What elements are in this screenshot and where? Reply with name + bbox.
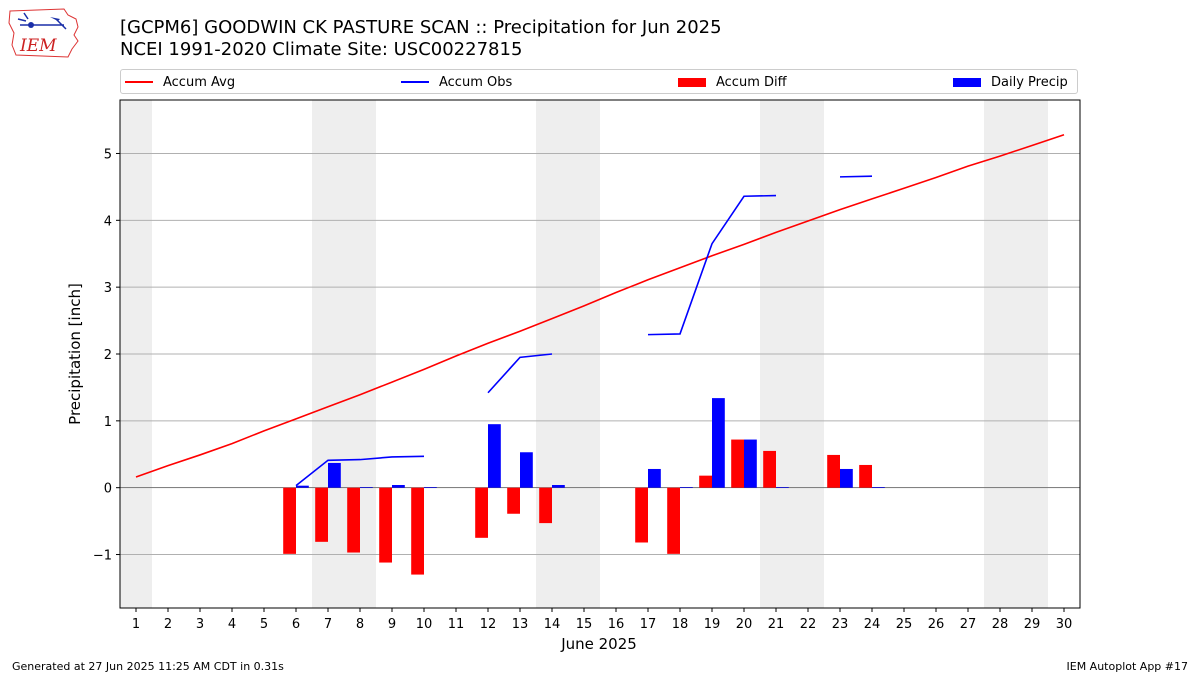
logo-text: IEM	[19, 36, 57, 56]
bars	[283, 398, 885, 575]
x-tick-label-19: 19	[704, 617, 721, 632]
accum-diff-bar-24	[859, 464, 872, 488]
x-tick-label-27: 27	[960, 617, 977, 632]
chart-legend: Accum Avg Accum Obs Accum Diff Daily Pre…	[120, 69, 1078, 94]
legend-label-accum-avg: Accum Avg	[163, 74, 236, 90]
x-tick-label-11: 11	[448, 617, 465, 632]
y-tick-label-5: 5	[104, 147, 112, 162]
x-tick-label-12: 12	[480, 617, 497, 632]
daily-precip-bar-6	[296, 485, 309, 488]
daily-precip-bar-23	[840, 468, 853, 488]
x-tick-label-22: 22	[800, 617, 817, 632]
legend-swatch-accum-obs	[401, 81, 429, 83]
accum-diff-bar-19	[699, 475, 712, 488]
x-axis-label: June 2025	[560, 635, 637, 653]
daily-precip-bar-9	[392, 485, 405, 488]
chart-subtitle: NCEI 1991-2020 Climate Site: USC00227815	[120, 39, 523, 60]
accum-diff-bar-17	[635, 487, 648, 543]
app-label: IEM Autoplot App #17	[1066, 660, 1189, 673]
accum-diff-bar-7	[315, 487, 328, 542]
legend-label-accum-obs: Accum Obs	[439, 74, 513, 90]
iowa-outline-icon	[8, 8, 79, 58]
x-tick-label-26: 26	[928, 617, 945, 632]
accum-diff-bar-13	[507, 487, 520, 514]
accum-obs-line-segment-1	[487, 353, 553, 394]
iem-logo: IEM	[8, 8, 79, 58]
generated-timestamp: Generated at 27 Jun 2025 11:25 AM CDT in…	[12, 660, 284, 673]
x-axis-ticks: 1 2 3 4 5 6 7 8 9 10 11 12 13 14 15 16 17 18 19 20 21 22 23 24 2…	[132, 608, 1072, 632]
legend-swatch-accum-avg	[125, 81, 153, 83]
legend-accum-obs: Accum Obs	[401, 74, 512, 90]
accum-diff-bar-20	[731, 439, 744, 488]
x-tick-label-5: 5	[260, 617, 268, 632]
y-tick-label-4: 4	[104, 214, 112, 229]
daily-precip-bar-18	[680, 487, 693, 488]
daily-precip-bar-24	[872, 487, 885, 488]
x-tick-label-6: 6	[292, 617, 300, 632]
x-tick-label-8: 8	[356, 617, 364, 632]
daily-precip-bar-7	[328, 462, 341, 488]
accum-diff-bar-21	[763, 450, 776, 488]
x-tick-label-15: 15	[576, 617, 593, 632]
y-tick-label-3: 3	[104, 281, 112, 296]
x-tick-label-16: 16	[608, 617, 625, 632]
accum-diff-bar-18	[667, 487, 680, 554]
x-tick-label-21: 21	[768, 617, 785, 632]
legend-accum-avg: Accum Avg	[125, 74, 235, 90]
x-tick-label-29: 29	[1024, 617, 1041, 632]
x-tick-label-28: 28	[992, 617, 1009, 632]
chart-title: [GCPM6] GOODWIN CK PASTURE SCAN :: Preci…	[120, 17, 722, 38]
daily-precip-bar-12	[488, 424, 501, 488]
daily-precip-bar-20	[744, 439, 757, 488]
x-tick-label-7: 7	[324, 617, 332, 632]
daily-precip-bar-14	[552, 485, 565, 488]
x-tick-label-30: 30	[1056, 617, 1073, 632]
daily-precip-bar-10	[424, 487, 437, 488]
x-tick-label-20: 20	[736, 617, 753, 632]
x-tick-label-13: 13	[512, 617, 529, 632]
x-tick-label-4: 4	[228, 617, 236, 632]
accum-diff-bar-12	[475, 487, 488, 538]
lines	[135, 133, 1065, 487]
x-tick-label-17: 17	[640, 617, 657, 632]
legend-daily-precip: Daily Precip	[953, 74, 1068, 90]
legend-label-daily-precip: Daily Precip	[991, 74, 1068, 90]
accum-diff-bar-6	[283, 487, 296, 554]
x-tick-label-10: 10	[416, 617, 433, 632]
x-tick-label-1: 1	[132, 617, 140, 632]
legend-swatch-accum-diff	[678, 77, 706, 87]
accum-diff-bar-9	[379, 487, 392, 563]
daily-precip-bar-8	[360, 487, 373, 488]
x-tick-label-2: 2	[164, 617, 172, 632]
accum-diff-bar-10	[411, 487, 424, 575]
y-tick-label--1: −1	[93, 549, 112, 564]
y-tick-label-1: 1	[104, 415, 112, 430]
daily-precip-bar-21	[776, 487, 789, 488]
y-tick-label-0: 0	[104, 482, 112, 497]
x-tick-label-3: 3	[196, 617, 204, 632]
daily-precip-bar-13	[520, 452, 533, 488]
legend-label-accum-diff: Accum Diff	[716, 74, 787, 90]
x-tick-label-14: 14	[544, 617, 561, 632]
legend-swatch-daily-precip	[953, 77, 981, 87]
daily-precip-bar-19	[712, 398, 725, 488]
y-axis-ticks: −1 0 1 2 3 4 5	[93, 147, 120, 564]
accum-obs-line-segment-2	[647, 194, 777, 336]
accum-diff-bar-8	[347, 487, 360, 553]
x-tick-label-24: 24	[864, 617, 881, 632]
daily-precip-bar-17	[648, 468, 661, 488]
y-tick-label-2: 2	[104, 348, 112, 363]
accum-avg-line-segment-0	[135, 133, 1065, 478]
x-tick-label-18: 18	[672, 617, 689, 632]
x-tick-label-23: 23	[832, 617, 849, 632]
legend-accum-diff: Accum Diff	[678, 74, 787, 90]
accum-obs-line-segment-0	[295, 455, 425, 487]
accum-diff-bar-23	[827, 454, 840, 488]
accum-obs-line-segment-3	[839, 175, 873, 178]
y-axis-label: Precipitation [inch]	[66, 283, 84, 425]
accum-diff-bar-14	[539, 487, 552, 524]
x-tick-label-25: 25	[896, 617, 913, 632]
x-tick-label-9: 9	[388, 617, 396, 632]
